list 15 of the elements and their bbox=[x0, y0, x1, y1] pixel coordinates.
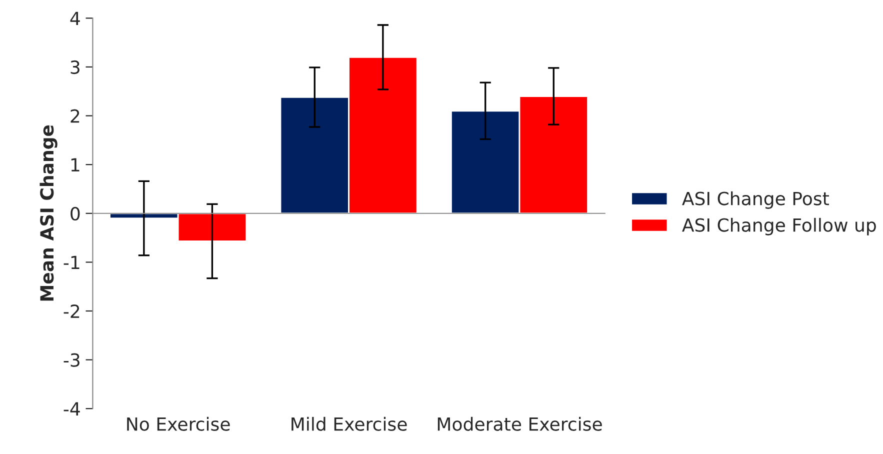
y-tick-label: 3 bbox=[70, 60, 80, 74]
x-tick-label: Mild Exercise bbox=[292, 416, 407, 431]
y-tick-label: 2 bbox=[70, 109, 80, 123]
legend-label: ASI Change Follow up bbox=[682, 218, 876, 236]
y-axis-title: Mean ASI Change bbox=[40, 125, 58, 301]
x-tick-label: Moderate Exercise bbox=[438, 416, 602, 431]
y-tick-label: -1 bbox=[64, 256, 80, 270]
y-tick-label: 4 bbox=[70, 12, 80, 26]
y-tick-label: -4 bbox=[64, 402, 80, 416]
y-tick-label: -2 bbox=[64, 304, 80, 318]
y-tick-label: 1 bbox=[71, 158, 80, 172]
y-tick-label: -3 bbox=[64, 353, 80, 367]
legend-label: ASI Change Post bbox=[682, 191, 829, 209]
x-tick-label: No Exercise bbox=[127, 416, 230, 431]
y-tick-label: 0 bbox=[70, 206, 80, 220]
